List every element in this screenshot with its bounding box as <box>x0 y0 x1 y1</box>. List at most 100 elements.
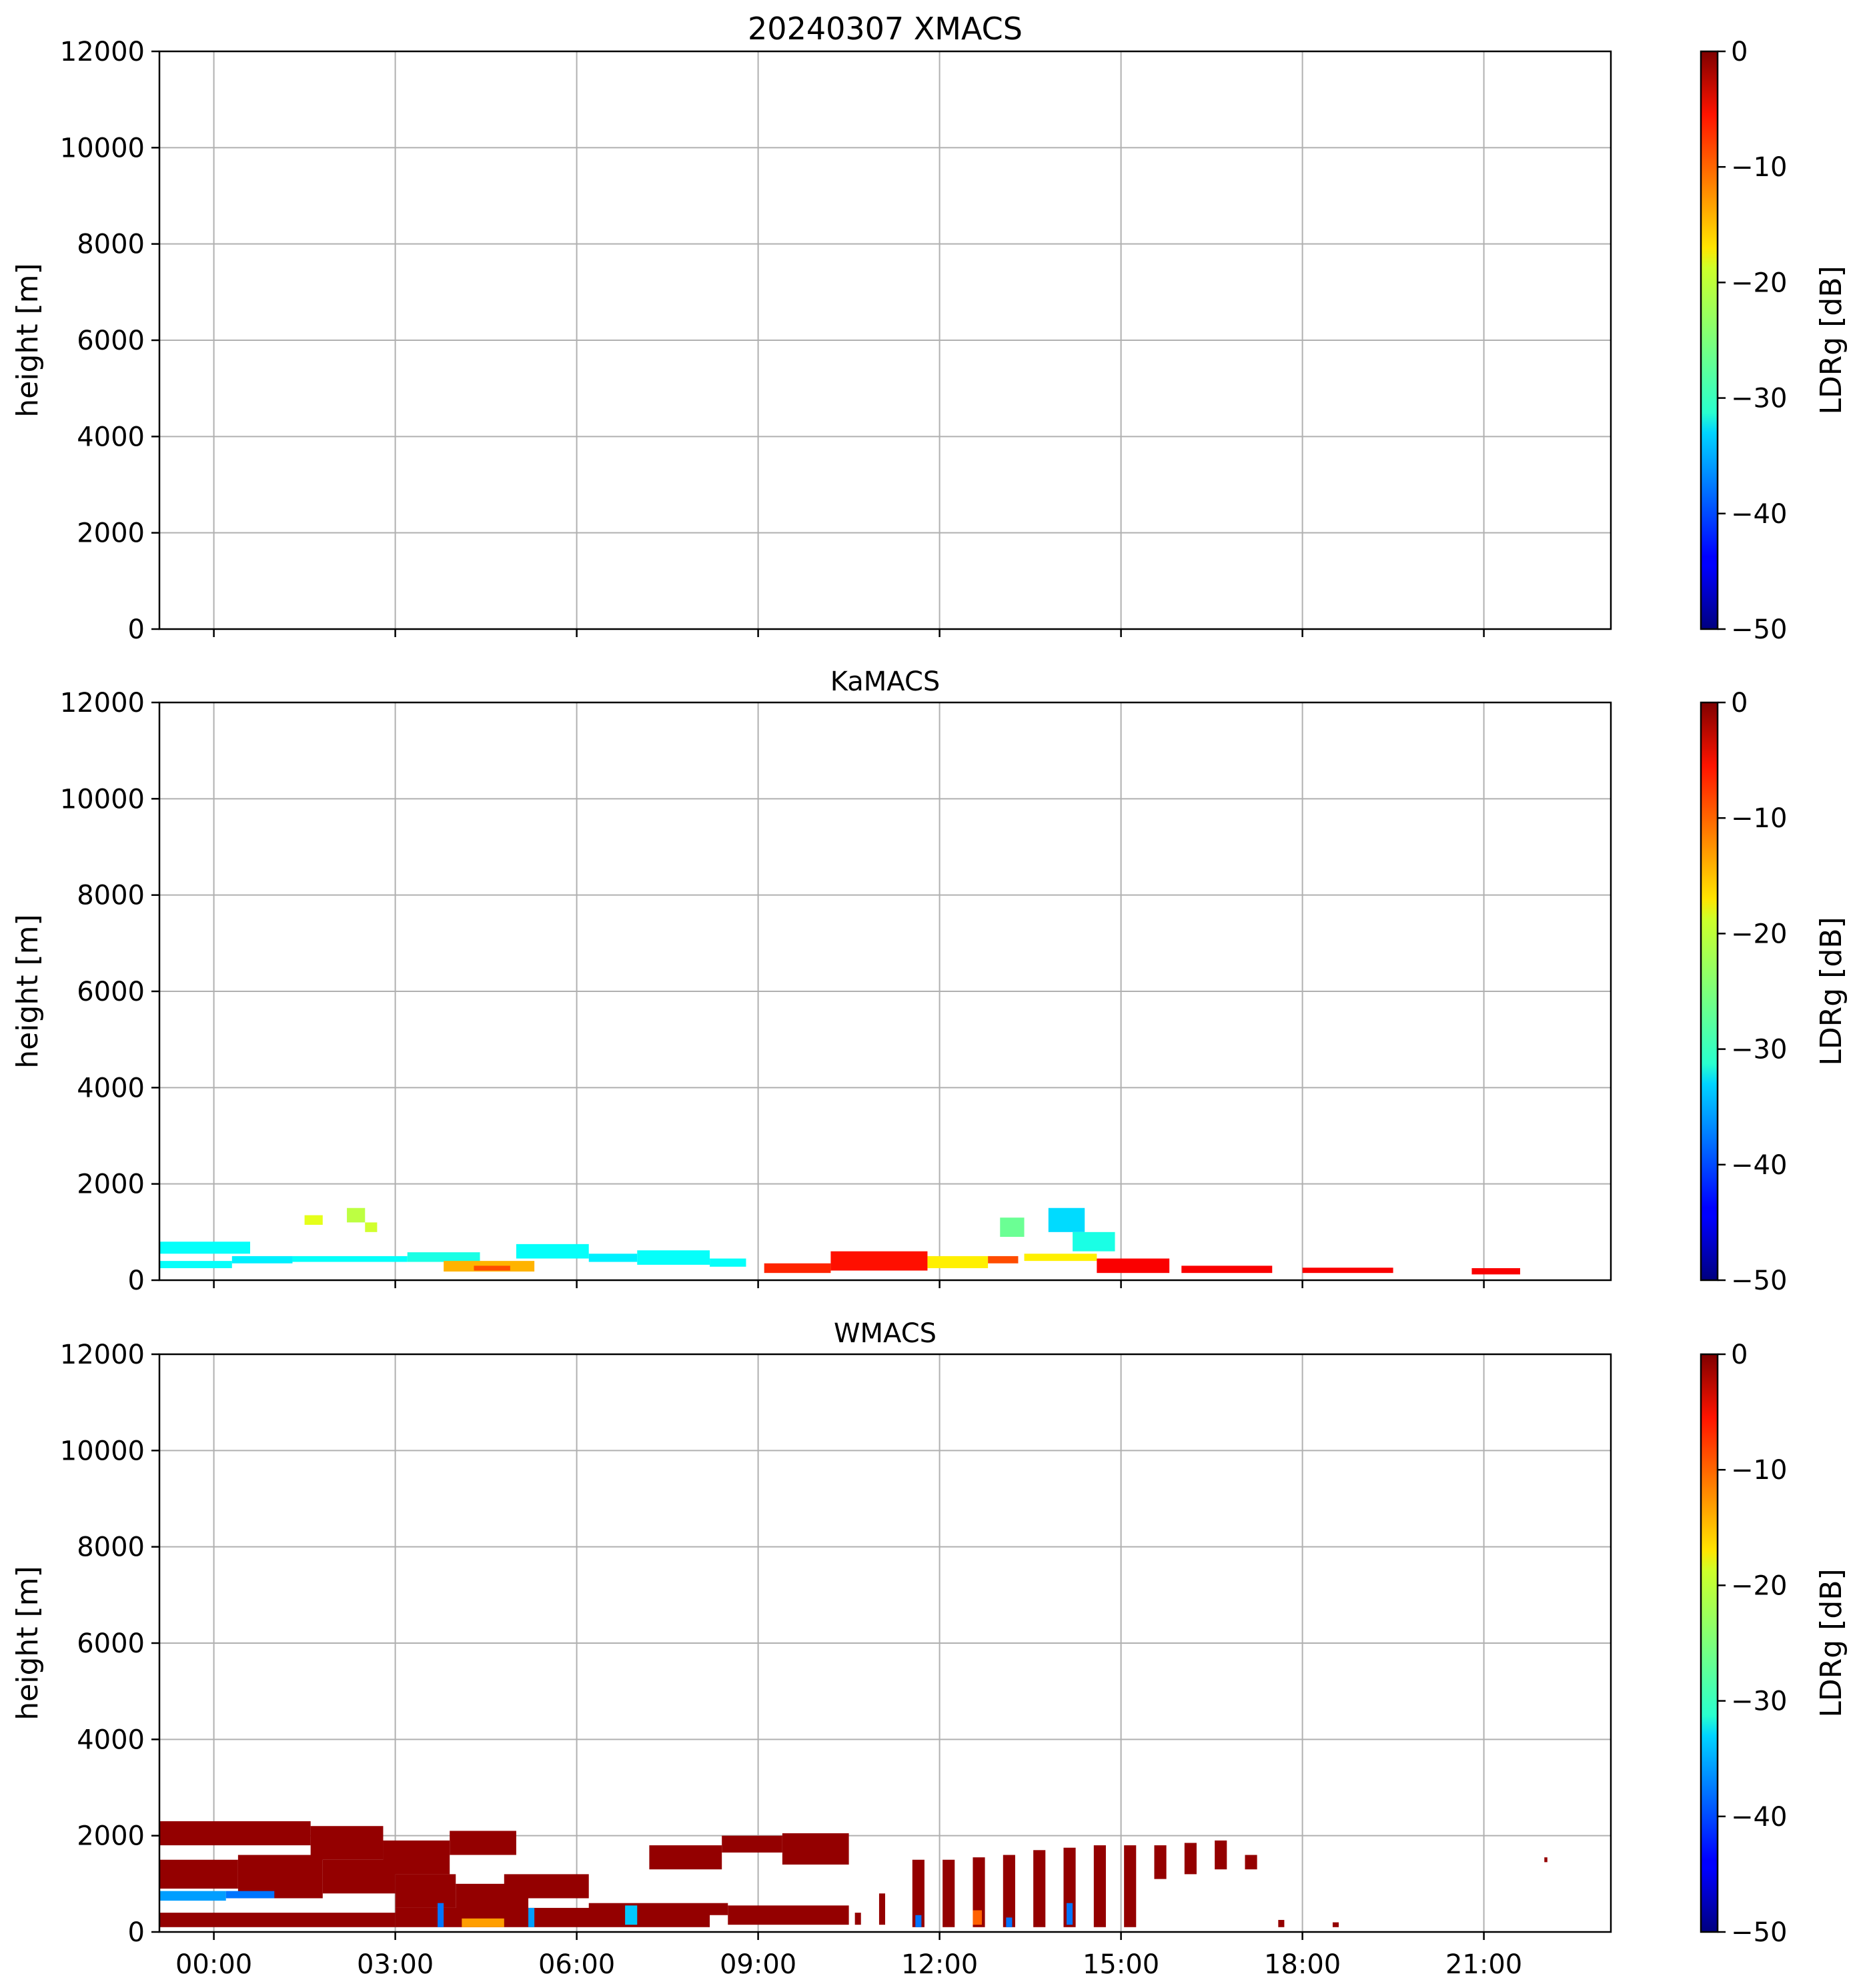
data-patch <box>1006 1917 1013 1927</box>
data-patch <box>528 1907 535 1927</box>
panel-title: WMACS <box>834 1318 937 1349</box>
y-axis-label: height [m] <box>11 1566 45 1720</box>
data-patch <box>1033 1850 1046 1927</box>
colorbar-tick-label: −30 <box>1731 1035 1787 1065</box>
colorbar-tick-label: −40 <box>1731 1802 1787 1833</box>
x-tick-label: 00:00 <box>175 1949 252 1980</box>
data-patch <box>1184 1843 1197 1875</box>
data-patch <box>292 1256 408 1262</box>
data-patch <box>365 1222 378 1232</box>
colorbar-label: LDRg [dB] <box>1814 1568 1848 1717</box>
colorbar: 0 −10 −20 −30 −40 −50 LDRg [dB] <box>1700 37 1848 645</box>
data-patch <box>830 1251 928 1271</box>
y-tick-label: 2000 <box>77 1821 145 1852</box>
data-patch <box>625 1905 638 1925</box>
data-patch <box>159 1859 238 1889</box>
y-tick-label: 6000 <box>77 1628 145 1659</box>
data-patch <box>588 1254 638 1262</box>
data-patch <box>1245 1855 1257 1870</box>
data-patch <box>1003 1855 1015 1927</box>
data-patch <box>1278 1919 1285 1927</box>
x-tick-label: 06:00 <box>538 1949 615 1980</box>
data-patch <box>1215 1840 1227 1870</box>
data-patch <box>159 1821 311 1846</box>
data-patch <box>1000 1217 1025 1237</box>
data-patch <box>310 1826 384 1860</box>
colorbar-tick-label: −10 <box>1731 152 1787 183</box>
data-patch <box>347 1207 366 1223</box>
panel-2: 0 2000 4000 6000 8000 10000 12000 KaMACS height … <box>11 666 1848 1296</box>
data-patch <box>450 1831 516 1855</box>
data-patch <box>231 1256 293 1264</box>
y-tick-label: 4000 <box>77 1724 145 1755</box>
data-patch <box>383 1840 450 1875</box>
data-patch <box>1154 1845 1167 1879</box>
data-patch <box>912 1859 924 1927</box>
data-patch <box>988 1256 1019 1264</box>
data-patch <box>722 1835 782 1853</box>
y-axis-label: height [m] <box>11 914 45 1068</box>
colorbar-tick-label: −20 <box>1731 919 1787 949</box>
colorbar-tick-label: −30 <box>1731 384 1787 414</box>
y-tick-label: 4000 <box>77 422 145 452</box>
colorbar: 0 −10 −20 −30 −40 −50 LDRg [dB] <box>1700 1340 1848 1948</box>
colorbar-tick-label: −30 <box>1731 1686 1787 1717</box>
data-patch <box>588 1903 728 1915</box>
colorbar-tick-label: −10 <box>1731 803 1787 834</box>
y-tick-label: 10000 <box>60 1436 145 1466</box>
data-patch <box>407 1252 480 1262</box>
colorbar-label: LDRg [dB] <box>1814 266 1848 414</box>
data-patch <box>1048 1207 1085 1232</box>
colorbar-tick-label: 0 <box>1731 37 1748 67</box>
x-tick-label: 12:00 <box>901 1949 978 1980</box>
data-patch <box>649 1845 722 1870</box>
y-tick-label: 0 <box>128 1917 145 1948</box>
y-tick-label: 10000 <box>60 133 145 163</box>
data-patch <box>1471 1268 1520 1275</box>
data-patch <box>943 1859 955 1927</box>
data-patch <box>915 1915 922 1927</box>
data-patch <box>1544 1857 1547 1863</box>
y-tick-label: 6000 <box>77 326 145 356</box>
data-patch <box>1181 1266 1273 1274</box>
x-tick-label: 18:00 <box>1264 1949 1341 1980</box>
y-tick-label: 0 <box>128 1266 145 1296</box>
colorbar: 0 −10 −20 −30 −40 −50 LDRg [dB] <box>1700 688 1848 1296</box>
colorbar-tick-label: 0 <box>1731 1340 1748 1370</box>
colorbar-tick-label: 0 <box>1731 688 1748 718</box>
data-patch <box>1302 1268 1393 1274</box>
colorbar-gradient <box>1700 1353 1719 1933</box>
y-tick-label: 10000 <box>60 784 145 815</box>
data-patch <box>395 1874 456 1908</box>
data-patch <box>474 1266 510 1271</box>
data-patch <box>1097 1258 1170 1274</box>
data-patch <box>516 1244 589 1259</box>
x-tick-label: 09:00 <box>720 1949 796 1980</box>
y-tick-label: 12000 <box>60 1340 145 1370</box>
data-patch <box>764 1263 831 1274</box>
colorbar-tick-label: −20 <box>1731 1570 1787 1601</box>
data-patch <box>973 1910 983 1925</box>
y-tick-label: 12000 <box>60 37 145 67</box>
data-patch <box>973 1857 985 1927</box>
data-patch <box>438 1903 444 1927</box>
colorbar-tick-label: −50 <box>1731 1266 1787 1296</box>
colorbar-tick-label: −50 <box>1731 1917 1787 1948</box>
y-tick-label: 4000 <box>77 1073 145 1103</box>
data-patch <box>225 1891 275 1899</box>
y-tick-label: 8000 <box>77 881 145 911</box>
colorbar-tick-label: −40 <box>1731 1150 1787 1181</box>
colorbar-tick-label: −40 <box>1731 499 1787 530</box>
y-tick-label: 6000 <box>77 977 145 1007</box>
y-tick-label: 0 <box>128 614 145 645</box>
colorbar-gradient <box>1700 701 1719 1282</box>
colorbar-tick-label: −50 <box>1731 614 1787 645</box>
data-patch <box>159 1261 232 1268</box>
data-patch <box>1073 1231 1115 1252</box>
data-patch <box>159 1241 250 1254</box>
panel-title: KaMACS <box>830 666 941 697</box>
colorbar-tick-label: −10 <box>1731 1455 1787 1486</box>
colorbar-gradient <box>1700 50 1719 630</box>
y-tick-label: 12000 <box>60 688 145 718</box>
